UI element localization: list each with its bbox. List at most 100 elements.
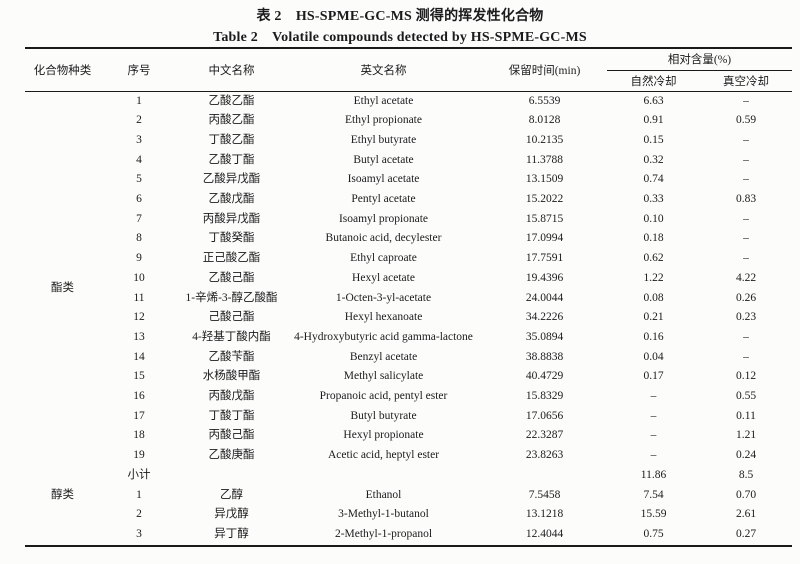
cell-retention-time: 13.1509 — [525, 173, 564, 186]
category-cell: 醇类 — [51, 488, 74, 501]
cell-vacuum-cooling: – — [743, 350, 749, 363]
cell-vacuum-cooling: 0.11 — [736, 409, 756, 422]
cell-name-en: Hexyl hexanoate — [344, 311, 423, 324]
cell-name-zh: 丁酸乙酯 — [208, 133, 255, 146]
table-row: 9 正己酸乙酯 Ethyl caproate 17.7591 0.62 – — [25, 249, 792, 269]
cell-no: 4 — [136, 153, 142, 166]
cell-name-zh: 1-辛烯-3-醇乙酸酯 — [185, 291, 278, 304]
table-row: 10 乙酸己酯 Hexyl acetate 19.4396 1.22 4.22 — [25, 269, 792, 289]
cell-natural-cooling: 0.08 — [643, 291, 664, 304]
cell-name-en: Butyl butyrate — [350, 409, 417, 422]
table-row: 12 己酸己酯 Hexyl hexanoate 34.2226 0.21 0.23 — [25, 308, 792, 328]
cell-no: 15 — [133, 370, 145, 383]
cell-natural-cooling: 0.62 — [643, 252, 664, 265]
table-row: 8 丁酸癸酯 Butanoic acid, decylester 17.0994 0.1… — [25, 229, 792, 249]
table-row: 18 丙酸己酯 Hexyl propionate 22.3287 – 1.21 — [25, 426, 792, 446]
cell-name-en: 3-Methyl-1-butanol — [338, 508, 429, 521]
table-title-en: Table 2 Volatile compounds detected by H… — [213, 30, 587, 45]
cell-name-zh: 异戊醇 — [214, 508, 249, 521]
cell-natural-cooling: 0.18 — [643, 232, 664, 245]
table-row: 4 乙酸丁酯 Butyl acetate 11.3788 0.32 – — [25, 151, 792, 171]
cell-no: 1 — [136, 94, 142, 107]
cell-no: 17 — [133, 409, 145, 422]
cell-natural-cooling: – — [650, 449, 657, 462]
cell-name-zh: 正己酸乙酯 — [202, 252, 261, 265]
cell-natural-cooling: 0.10 — [643, 212, 664, 225]
cell-name-zh — [178, 466, 285, 486]
cell-retention-time: 22.3287 — [525, 429, 564, 442]
cell-name-zh: 乙醇 — [220, 488, 243, 501]
cell-name-en: Ethyl acetate — [353, 94, 414, 107]
cell-retention-time: 7.5458 — [528, 488, 561, 501]
cell-name-en: 4-Hydroxybutyric acid gamma-lactone — [294, 330, 473, 343]
cell-name-en: Ethanol — [365, 488, 402, 501]
header-category: 化合物种类 — [25, 48, 100, 92]
table-row: 醇类 1 乙醇 Ethanol 7.5458 7.54 0.70 — [25, 486, 792, 506]
header-natural-cooling: 自然冷却 — [607, 70, 700, 92]
cell-name-en: 2-Methyl-1-propanol — [334, 527, 433, 540]
cell-natural-cooling: 7.54 — [643, 488, 664, 501]
cell-natural-cooling: – — [650, 429, 657, 442]
cell-natural-cooling: 0.33 — [643, 193, 664, 206]
cell-no: 2 — [136, 114, 142, 127]
cell-retention-time: 38.8838 — [525, 350, 564, 363]
cell-vacuum-cooling: – — [743, 94, 749, 107]
table-row: 3 丁酸乙酯 Ethyl butyrate 10.2135 0.15 – — [25, 131, 792, 151]
cell-vacuum-cooling: 8.5 — [738, 468, 754, 481]
cell-retention-time: 15.2022 — [525, 193, 564, 206]
cell-name-en: Hexyl acetate — [352, 271, 415, 284]
cell-name-zh: 丙酸戊酯 — [208, 390, 255, 403]
cell-no: 8 — [136, 232, 142, 245]
cell-vacuum-cooling: 0.59 — [735, 114, 757, 127]
cell-retention-time: 17.0656 — [525, 409, 564, 422]
cell-vacuum-cooling: – — [743, 133, 749, 146]
cell-retention-time — [482, 466, 607, 486]
cell-retention-time: 24.0044 — [525, 291, 564, 304]
cell-name-zh: 丙酸己酯 — [208, 429, 255, 442]
cell-vacuum-cooling: – — [743, 212, 749, 225]
cell-name-en: Benzyl acetate — [349, 350, 418, 363]
cell-vacuum-cooling: 1.21 — [735, 429, 757, 442]
cell-no: 18 — [133, 429, 145, 442]
cell-name-zh: 乙酸苄酯 — [208, 350, 255, 363]
cell-no: 16 — [133, 390, 145, 403]
cell-vacuum-cooling: 0.24 — [735, 449, 757, 462]
cell-name-en: Ethyl caproate — [350, 252, 417, 265]
category-cell: 酯类 — [51, 281, 74, 294]
cell-name-en: Isoamyl acetate — [347, 173, 420, 186]
cell-natural-cooling: 0.15 — [643, 133, 664, 146]
header-retention-time: 保留时间(min) — [482, 48, 607, 92]
cell-no: 14 — [133, 350, 145, 363]
cell-no: 3 — [136, 527, 142, 540]
cell-no: 7 — [136, 212, 142, 225]
cell-name-zh: 水杨酸甲酯 — [202, 370, 261, 383]
table-row: 11 1-辛烯-3-醇乙酸酯 1-Octen-3-yl-acetate 24.0044… — [25, 289, 792, 309]
cell-name-en: Hexyl propionate — [343, 429, 424, 442]
cell-natural-cooling: 0.74 — [643, 173, 664, 186]
cell-vacuum-cooling: – — [743, 232, 749, 245]
table-title-zh: 表 2 HS-SPME-GC-MS 测得的挥发性化合物 — [256, 9, 544, 24]
cell-retention-time: 6.5539 — [528, 94, 561, 107]
table-row: 13 4-羟基丁酸内酯 4-Hydroxybutyric acid gamma-la… — [25, 328, 792, 348]
cell-retention-time: 11.3788 — [526, 153, 563, 166]
cell-natural-cooling: 1.22 — [643, 271, 664, 284]
cell-no: 11 — [133, 291, 145, 304]
table-row: 15 水杨酸甲酯 Methyl salicylate 40.4729 0.17 0.12 — [25, 367, 792, 387]
cell-name-en: 1-Octen-3-yl-acetate — [335, 291, 432, 304]
cell-natural-cooling: 0.21 — [643, 311, 664, 324]
cell-vacuum-cooling: 0.12 — [735, 370, 757, 383]
table-row: 14 乙酸苄酯 Benzyl acetate 38.8838 0.04 – — [25, 348, 792, 368]
cell-retention-time: 19.4396 — [525, 271, 564, 284]
cell-name-en — [285, 466, 482, 486]
cell-vacuum-cooling: – — [743, 252, 749, 265]
cell-name-zh: 丙酸异戊酯 — [202, 212, 261, 225]
table-row: 酯类 1 乙酸乙酯 Ethyl acetate 6.5539 6.63 – — [25, 91, 792, 294]
cell-name-en: Isoamyl propionate — [338, 212, 429, 225]
cell-vacuum-cooling: 0.70 — [735, 488, 757, 501]
cell-name-zh: 乙酸戊酯 — [208, 193, 255, 206]
cell-natural-cooling: 11.86 — [640, 468, 667, 481]
cell-retention-time: 34.2226 — [525, 311, 564, 324]
cell-name-en: Ethyl butyrate — [350, 133, 417, 146]
table-row: 19 乙酸庚酯 Acetic acid, heptyl ester 23.8263 – 0… — [25, 446, 792, 466]
cell-natural-cooling: 6.63 — [643, 94, 664, 107]
